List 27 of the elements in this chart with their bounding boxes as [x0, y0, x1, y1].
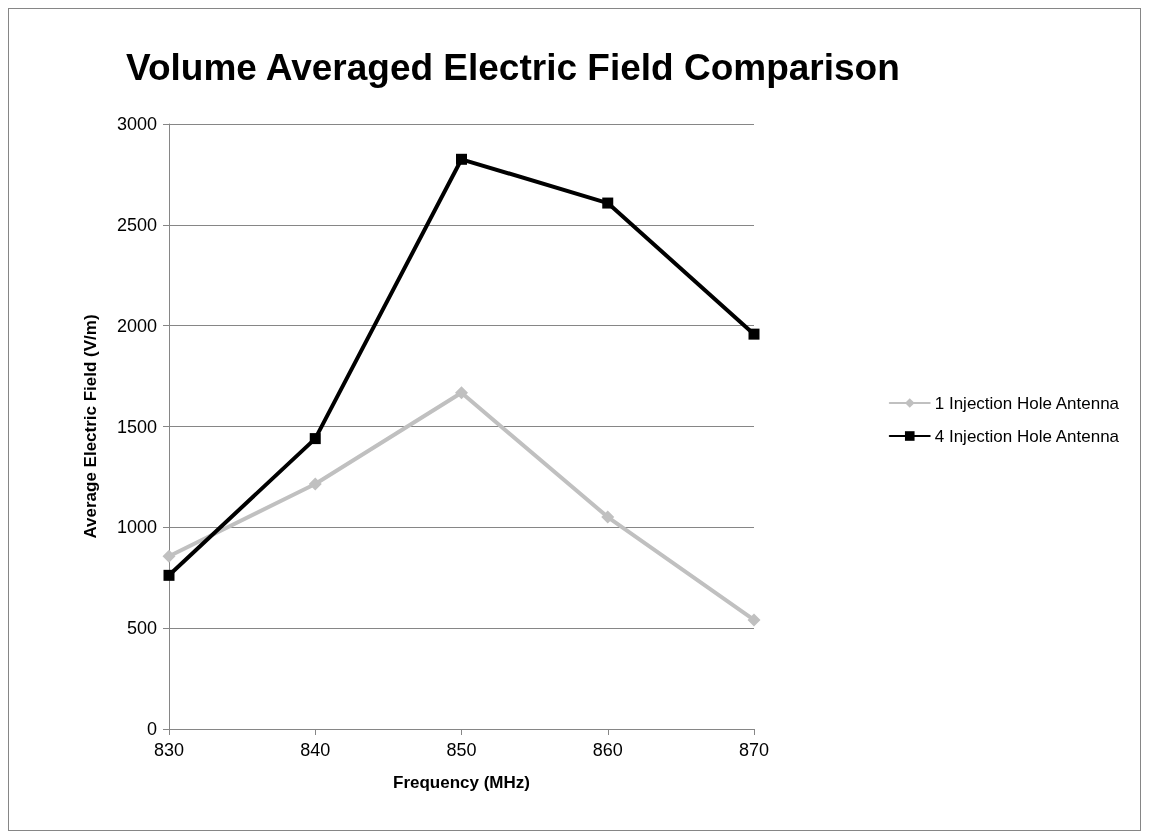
y-tick-label: 0 [146, 719, 157, 739]
x-tick-label: 850 [446, 740, 477, 760]
x-tick-label: 840 [300, 740, 331, 760]
y-tick-label: 1500 [116, 416, 157, 437]
point [601, 510, 615, 524]
y-axis-title: Average Electric Field (V/m) [81, 314, 100, 539]
x-tick-label: 870 [738, 740, 770, 760]
y-tick-label: 500 [126, 618, 157, 639]
point [308, 477, 322, 491]
y-tick-label: 3000 [116, 114, 157, 134]
point [455, 386, 468, 400]
point [748, 328, 760, 340]
point [309, 433, 321, 445]
chart-title: Volume Averaged Electric Field Comparison [126, 47, 900, 88]
point [162, 549, 176, 563]
y-tick-label: 2000 [116, 315, 157, 336]
legend-label: 4 Injection Hole Antenna [934, 426, 1120, 446]
y-tick-label: 1000 [116, 517, 157, 538]
point [163, 569, 175, 581]
point [602, 197, 614, 209]
y-tick-label: 2500 [116, 214, 157, 235]
x-tick-label: 860 [592, 740, 623, 760]
x-axis-title: Frequency (MHz) [393, 773, 530, 792]
point [456, 153, 467, 165]
point [747, 613, 761, 627]
x-tick-label: 830 [153, 740, 185, 760]
legend-label: 1 Injection Hole Antenna [934, 393, 1120, 413]
